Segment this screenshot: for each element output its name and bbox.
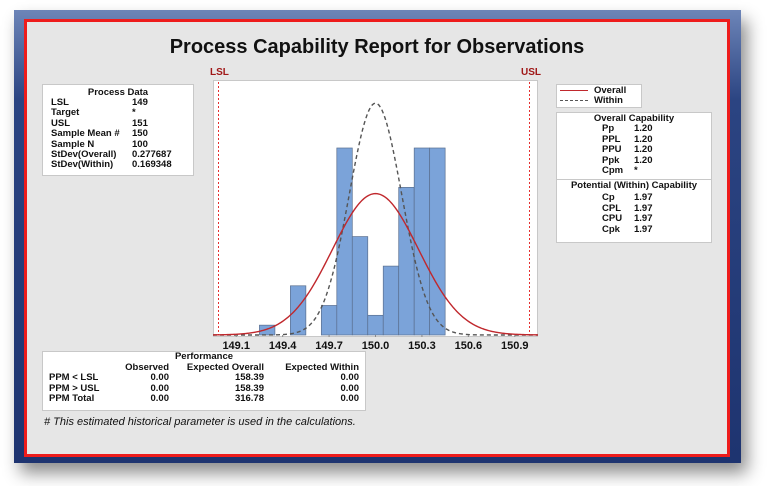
capability-row: Cpk 1.97 <box>602 223 653 235</box>
lsl-label: LSL <box>210 67 229 78</box>
x-tick-label: 149.7 <box>315 340 343 352</box>
process-data-row: StDev(Within) 0.169348 <box>51 159 172 171</box>
report-panel: Process Capability Report for Observatio… <box>24 19 730 457</box>
x-tick-label: 149.4 <box>268 340 297 352</box>
legend-item-within: Within <box>557 95 641 106</box>
within-curve <box>213 102 538 336</box>
footnote: # This estimated historical parameter is… <box>44 416 356 428</box>
capability-row: Cpm * <box>602 165 638 177</box>
histogram-bar <box>382 265 400 336</box>
process-data-row: LSL 149 <box>51 97 148 108</box>
histogram-bars <box>259 147 446 336</box>
potential-capability-header: Potential (Within) Capability <box>570 179 698 191</box>
histogram-bar <box>398 187 415 336</box>
histogram-bar <box>336 147 353 336</box>
solid-line-icon <box>560 89 588 91</box>
process-data-row: USL 151 <box>51 117 148 129</box>
process-data-row: Sample N 100 <box>51 138 148 150</box>
x-tick-label: 150.0 <box>361 340 390 352</box>
legend: Overall Within <box>556 84 642 108</box>
x-tick-label: 150.6 <box>454 340 483 352</box>
histogram-bar <box>413 147 431 336</box>
capability-row: CPU 1.97 <box>602 213 653 225</box>
performance-row: PPM < LSL 0.00 158.39 0.00 <box>49 372 359 383</box>
x-tick-label: 150.9 <box>501 340 529 352</box>
performance-row: PPM Total 0.00 316.78 0.00 <box>49 393 359 404</box>
x-tick-label: 149.1 <box>222 340 250 352</box>
capability-row: PPL 1.20 <box>602 133 653 145</box>
overall-curve <box>212 192 539 336</box>
process-data-table: Process Data LSL 149 Target * USL 151 Sampl… <box>42 84 194 176</box>
performance-column-headers: Observed Expected Overall Expected Withi… <box>125 361 359 373</box>
histogram-plot <box>212 80 539 338</box>
overall-capability-header: Overall Capability <box>593 113 675 124</box>
histogram-bar <box>351 236 369 336</box>
capability-row: PPU 1.20 <box>602 144 653 156</box>
capability-row: Cp 1.97 <box>602 191 653 203</box>
histogram-bar <box>259 324 276 336</box>
histogram-bar <box>367 314 384 336</box>
usl-label: USL <box>521 67 541 78</box>
process-data-row: Target * <box>51 107 136 119</box>
performance-header: Performance <box>174 351 234 362</box>
dashed-line-icon <box>560 100 588 102</box>
report-frame: Process Capability Report for Observatio… <box>14 10 741 463</box>
legend-item-overall: Overall <box>557 85 641 96</box>
capability-row: Ppk 1.20 <box>602 154 653 166</box>
performance-row: PPM > USL 0.00 158.39 0.00 <box>49 382 359 394</box>
histogram-bar <box>290 285 307 336</box>
performance-table: Performance Observed Expected Overall Ex… <box>42 351 366 411</box>
report-title: Process Capability Report for Observatio… <box>169 36 585 58</box>
process-data-row: Sample Mean #150 <box>51 128 148 140</box>
capability-row: CPL 1.97 <box>602 202 653 214</box>
histogram-svg <box>212 80 539 338</box>
process-data-header: Process Data <box>87 87 149 98</box>
capability-row: Pp 1.20 <box>602 123 653 134</box>
capability-table: Overall Capability Pp 1.20 PPL 1.20 PPU 1.2… <box>556 112 712 243</box>
divider <box>557 178 711 180</box>
x-tick-label: 150.3 <box>408 340 436 352</box>
process-data-row: StDev(Overall) 0.277687 <box>51 149 172 161</box>
histogram-bar <box>320 305 338 336</box>
histogram-bar <box>429 147 446 336</box>
